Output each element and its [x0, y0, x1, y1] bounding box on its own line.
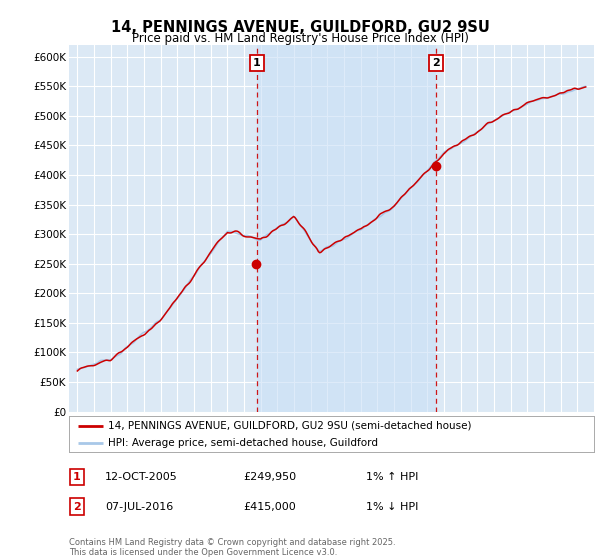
Text: HPI: Average price, semi-detached house, Guildford: HPI: Average price, semi-detached house,…: [109, 438, 379, 447]
Text: 1% ↑ HPI: 1% ↑ HPI: [366, 472, 418, 482]
Text: £415,000: £415,000: [243, 502, 296, 512]
Text: Price paid vs. HM Land Registry's House Price Index (HPI): Price paid vs. HM Land Registry's House …: [131, 32, 469, 45]
Text: 12-OCT-2005: 12-OCT-2005: [105, 472, 178, 482]
Text: 1% ↓ HPI: 1% ↓ HPI: [366, 502, 418, 512]
Bar: [257, 45, 436, 412]
Text: 2: 2: [73, 502, 80, 512]
Text: Contains HM Land Registry data © Crown copyright and database right 2025.
This d: Contains HM Land Registry data © Crown c…: [69, 538, 395, 557]
Text: 2: 2: [432, 58, 440, 68]
Text: 1: 1: [73, 472, 80, 482]
Text: 14, PENNINGS AVENUE, GUILDFORD, GU2 9SU (semi-detached house): 14, PENNINGS AVENUE, GUILDFORD, GU2 9SU …: [109, 421, 472, 431]
Text: 1: 1: [253, 58, 261, 68]
Text: £249,950: £249,950: [243, 472, 296, 482]
Text: 07-JUL-2016: 07-JUL-2016: [105, 502, 173, 512]
Text: 14, PENNINGS AVENUE, GUILDFORD, GU2 9SU: 14, PENNINGS AVENUE, GUILDFORD, GU2 9SU: [110, 20, 490, 35]
